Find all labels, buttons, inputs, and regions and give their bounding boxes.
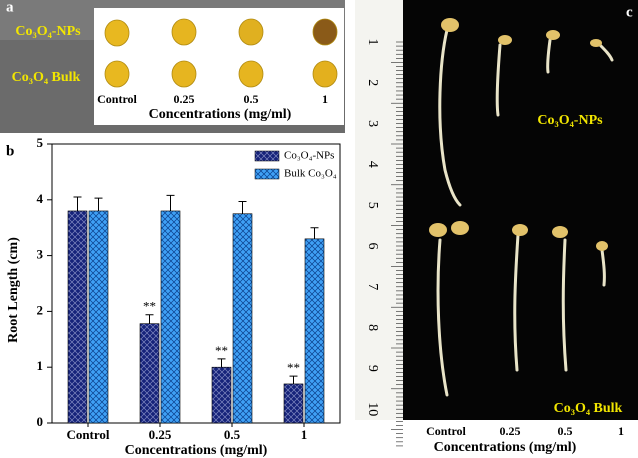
category-label: 0.25 xyxy=(500,424,521,438)
group-label: Co₃O₄ Bulk xyxy=(554,401,623,416)
y-tick-label: 3 xyxy=(37,247,44,262)
cotyledons xyxy=(429,18,608,251)
bar xyxy=(304,238,325,424)
error-bar xyxy=(289,375,298,384)
bar xyxy=(160,210,181,424)
error-bar xyxy=(73,196,82,211)
panel-a-photo xyxy=(94,8,344,125)
ruler-label: 4 xyxy=(365,161,380,168)
y-axis-title: Root Length (cm) xyxy=(6,237,21,343)
row-label: Co₃O₄ Bulk xyxy=(12,70,81,85)
category-label: Control xyxy=(97,92,137,106)
legend-swatch xyxy=(254,168,280,180)
axis-title: Concentrations (mg/ml) xyxy=(149,107,292,122)
category-label: 1 xyxy=(618,424,624,438)
error-bar xyxy=(310,227,319,239)
plot: 0 1 2 3 4 5 Control 0.25 ** 0.5 ** 1 ** Co₃O₄-NPs Bulk… xyxy=(37,135,341,442)
x-axis-title: Concentrations (mg/ml) xyxy=(125,443,268,458)
bar xyxy=(211,366,232,424)
x-tick-label: Control xyxy=(66,427,109,442)
category-label: 1 xyxy=(322,92,328,106)
significance-label: ** xyxy=(287,360,300,375)
legend-swatch xyxy=(254,150,280,162)
bar xyxy=(88,210,109,424)
error-bar xyxy=(166,194,175,211)
ruler-label: 10 xyxy=(365,402,380,416)
ruler xyxy=(355,0,403,420)
category-label: 0.5 xyxy=(558,424,573,438)
category-label: Control xyxy=(426,424,466,438)
legend-label: Co₃O₄-NPs xyxy=(284,150,334,162)
ruler-label: 1 xyxy=(365,39,380,46)
panel-label: a xyxy=(6,0,14,15)
ruler-label: 5 xyxy=(365,202,380,209)
y-tick-label: 4 xyxy=(37,191,44,206)
y-tick-label: 2 xyxy=(37,302,44,317)
bar xyxy=(139,323,160,424)
ruler-label: 6 xyxy=(365,243,380,250)
x-tick-label: 0.5 xyxy=(224,427,241,442)
seeds xyxy=(104,18,338,88)
ruler-ticks: 1 2 3 4 5 6 7 8 9 10 xyxy=(365,39,403,447)
error-bar xyxy=(217,358,226,368)
seedlings xyxy=(436,28,614,397)
panel-label: b xyxy=(6,143,14,159)
ruler-label: 9 xyxy=(365,365,380,372)
y-tick-label: 1 xyxy=(37,358,44,373)
ruler-label: 3 xyxy=(365,120,380,127)
ruler-label: 7 xyxy=(365,283,380,290)
bar xyxy=(67,210,88,424)
x-tick-label: 0.25 xyxy=(149,427,172,442)
panel-label: c xyxy=(626,4,633,20)
ruler-label: 8 xyxy=(365,324,380,331)
legend-label: Bulk Co₃O₄ xyxy=(284,168,337,180)
x-tick-label: 1 xyxy=(301,427,308,442)
category-label: 0.5 xyxy=(244,92,259,106)
group-label: Co₃O₄-NPs xyxy=(537,113,603,128)
axis-title: Concentrations (mg/ml) xyxy=(434,440,577,455)
y-tick-label: 5 xyxy=(37,135,44,150)
significance-label: ** xyxy=(215,343,228,358)
error-bar xyxy=(238,200,247,214)
significance-label: ** xyxy=(143,299,156,314)
bar xyxy=(232,213,253,424)
bar xyxy=(283,383,304,424)
category-label: 0.25 xyxy=(174,92,195,106)
y-tick-label: 0 xyxy=(37,414,44,429)
plot-frame xyxy=(51,143,341,424)
ruler-label: 2 xyxy=(365,79,380,86)
error-bar xyxy=(94,197,103,211)
row-label: Co₃O₄-NPs xyxy=(15,24,81,39)
error-bar xyxy=(145,314,154,324)
